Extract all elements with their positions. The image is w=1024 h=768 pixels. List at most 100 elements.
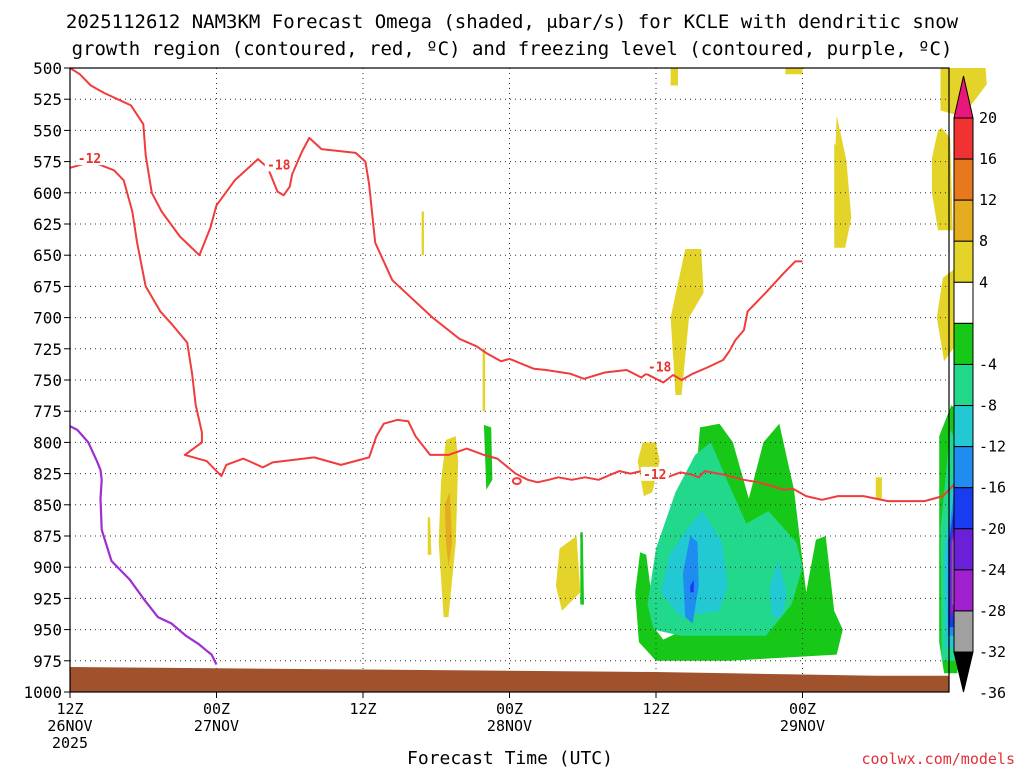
x-tick-label: 00Z <box>203 700 230 718</box>
colorbar-tick-label: -12 <box>979 438 1006 456</box>
y-tick-label: 975 <box>33 652 62 671</box>
x-tick-label: 12Z <box>642 700 669 718</box>
colorbar-bin <box>953 199 974 242</box>
y-tick-label: 825 <box>33 465 62 484</box>
colorbar-bin <box>953 569 974 612</box>
y-tick-label: 850 <box>33 496 62 515</box>
contour-layer: -12 -18 -18 -12 <box>69 67 959 665</box>
y-tick-label: 675 <box>33 277 62 296</box>
colorbar-bin <box>953 487 974 530</box>
colorbar-bin <box>953 610 974 653</box>
x-axis-label: Forecast Time (UTC) <box>407 748 613 768</box>
credit-text: coolwx.com/models <box>861 750 1015 768</box>
y-tick-label: 925 <box>33 589 62 608</box>
contour-label: -12 <box>78 152 101 167</box>
omega-region-8 <box>936 267 958 362</box>
y-tick-label: 900 <box>33 558 62 577</box>
colorbar-tick-label: 4 <box>979 273 988 291</box>
contour-label-bg <box>640 466 669 481</box>
y-tick-label: 875 <box>33 527 62 546</box>
colorbar-tick-label: -16 <box>979 479 1006 497</box>
omega-region-24 <box>682 536 699 624</box>
contour-label: -18 <box>267 158 291 173</box>
colorbar-bin <box>953 446 974 489</box>
colorbar-bin <box>953 528 974 571</box>
colorbar-bin <box>953 281 974 324</box>
colorbar-bin <box>953 117 974 160</box>
omega-region-14 <box>444 492 453 568</box>
y-tick-label: 500 <box>33 59 62 78</box>
x-tick-label: 12Z <box>56 700 83 718</box>
colorbar-bin <box>953 405 974 448</box>
freezing-level-contour <box>69 425 218 665</box>
omega-region-3 <box>931 127 953 231</box>
chart-title-line-1: 2025112612 NAM3KM Forecast Omega (shaded… <box>66 11 959 33</box>
x-tick-label: 28NOV <box>487 717 532 735</box>
dgz-small-loop <box>511 477 522 486</box>
x-tick-label: 26NOV <box>47 717 92 735</box>
colorbar-tick-label: -4 <box>979 355 997 373</box>
colorbar-tick-label: -20 <box>979 520 1006 538</box>
omega-region-26 <box>690 579 694 593</box>
omega-region-4 <box>834 115 852 248</box>
y-tick-label: 600 <box>33 184 62 203</box>
colorbar-bin <box>953 363 974 407</box>
omega-region-9 <box>482 348 486 412</box>
omega-region-5 <box>421 211 424 256</box>
y-tick-label: 650 <box>33 246 62 265</box>
colorbar-tick-label: -36 <box>979 684 1006 702</box>
y-tick-label: 575 <box>33 153 62 172</box>
x-tick-label: 00Z <box>789 700 816 718</box>
x-tick-label: 2025 <box>52 734 88 752</box>
y-tick-label: 700 <box>33 309 62 328</box>
x-tick-label: 29NOV <box>780 717 825 735</box>
colorbar-bin <box>953 322 974 365</box>
colorbar-tick-label: 16 <box>979 150 997 168</box>
omega-region-22 <box>769 561 787 618</box>
omega-region-13 <box>875 477 882 499</box>
omega-region-11 <box>427 517 432 555</box>
y-tick-label: 775 <box>33 402 62 421</box>
y-tick-label: 800 <box>33 433 62 452</box>
colorbar-tick-label: -24 <box>979 561 1006 579</box>
colorbar-bin <box>953 158 974 201</box>
y-tick-label: 525 <box>33 90 62 109</box>
x-tick-label: 12Z <box>349 700 376 718</box>
colorbar-tick-label: 8 <box>979 232 988 250</box>
x-tick-label: 27NOV <box>194 717 239 735</box>
omega-region-6 <box>670 249 704 395</box>
y-tick-label: 750 <box>33 371 62 390</box>
y-tick-label: 550 <box>33 121 62 140</box>
y-tick-label: 725 <box>33 340 62 359</box>
omega-region-0 <box>670 68 678 86</box>
colorbar-bottom-cap <box>953 651 974 693</box>
dgz-contour-minus18-0 <box>69 67 803 384</box>
y-tick-label: 625 <box>33 215 62 234</box>
contour-label: -18 <box>648 361 672 376</box>
colorbar-tick-label: 20 <box>979 109 997 127</box>
contour-label-bg <box>645 359 674 374</box>
dgz-contour-minus12-1 <box>69 160 959 503</box>
x-tick-label: 00Z <box>496 700 523 718</box>
ground-layer <box>70 667 949 692</box>
colorbar-tick-label: -28 <box>979 602 1006 620</box>
omega-region-1 <box>785 68 803 75</box>
omega-region-16 <box>580 532 584 605</box>
colorbar-tick-label: -8 <box>979 397 997 415</box>
y-axis-ticks: 500 525 550 575 600 625 650 675 700 725 750 775 800 8… <box>23 59 70 702</box>
colorbar-tick-label: -32 <box>979 643 1006 661</box>
ground-terrain <box>70 667 949 692</box>
contour-label: -12 <box>643 468 666 483</box>
chart-title-line-2: growth region (contoured, red, ºC) and f… <box>72 38 953 60</box>
colorbar: 20 16 12 8 4 -4 -8 -12 -16 -20 -24 -28 -32 -36 <box>953 75 1006 702</box>
contour-label-bg <box>75 151 104 166</box>
colorbar-tick-label: 12 <box>979 191 997 209</box>
y-tick-label: 950 <box>33 621 62 640</box>
omega-shading-layer <box>421 68 987 674</box>
contour-label-bg <box>264 157 293 172</box>
y-tick-label: 1000 <box>23 683 62 702</box>
colorbar-bin <box>953 240 974 283</box>
omega-region-12 <box>555 536 581 611</box>
